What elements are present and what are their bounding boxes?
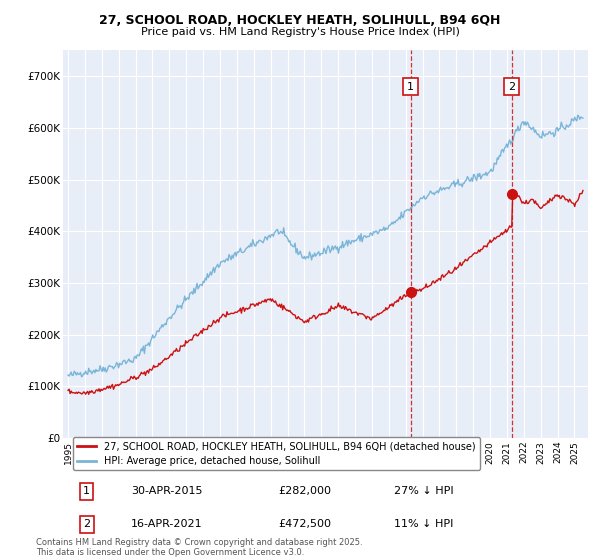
HPI: Average price, detached house, Solihull: (2.01e+03, 4e+05): Average price, detached house, Solihull:… [372, 228, 379, 235]
HPI: Average price, detached house, Solihull: (2.02e+03, 6.18e+05): Average price, detached house, Solihull:… [568, 115, 575, 122]
Text: £472,500: £472,500 [278, 520, 331, 529]
HPI: Average price, detached house, Solihull: (2.01e+03, 3.72e+05): Average price, detached house, Solihull:… [344, 242, 351, 249]
27, SCHOOL ROAD, HOCKLEY HEATH, SOLIHULL, B94 6QH (detached house) [310, 312, 317, 319]
27, SCHOOL ROAD, HOCKLEY HEATH, SOLIHULL, B94 6QH (detached house) [580, 187, 587, 194]
Text: 27, SCHOOL ROAD, HOCKLEY HEATH, SOLIHULL, B94 6QH: 27, SCHOOL ROAD, HOCKLEY HEATH, SOLIHULL… [100, 14, 500, 27]
27, SCHOOL ROAD, HOCKLEY HEATH, SOLIHULL, B94 6QH (detached house) [64, 387, 71, 394]
27, SCHOOL ROAD, HOCKLEY HEATH, SOLIHULL, B94 6QH (detached house) [488, 239, 495, 246]
27, SCHOOL ROAD, HOCKLEY HEATH, SOLIHULL, B94 6QH (detached house) [568, 199, 575, 206]
Text: Contains HM Land Registry data © Crown copyright and database right 2025.
This d: Contains HM Land Registry data © Crown c… [36, 538, 362, 557]
HPI: Average price, detached house, Solihull: (2.01e+03, 3.55e+05): Average price, detached house, Solihull:… [313, 251, 320, 258]
Text: £282,000: £282,000 [278, 486, 331, 496]
Text: 11% ↓ HPI: 11% ↓ HPI [394, 520, 453, 529]
Legend: 27, SCHOOL ROAD, HOCKLEY HEATH, SOLIHULL, B94 6QH (detached house), HPI: Average: 27, SCHOOL ROAD, HOCKLEY HEATH, SOLIHULL… [73, 437, 480, 470]
HPI: Average price, detached house, Solihull: (2e+03, 1.22e+05): Average price, detached house, Solihull:… [64, 372, 71, 379]
Text: 30-APR-2015: 30-APR-2015 [131, 486, 203, 496]
HPI: Average price, detached house, Solihull: (2e+03, 1.19e+05): Average price, detached house, Solihull:… [78, 374, 85, 380]
27, SCHOOL ROAD, HOCKLEY HEATH, SOLIHULL, B94 6QH (detached house) [344, 307, 351, 314]
Text: 2: 2 [508, 82, 515, 92]
Line: HPI: Average price, detached house, Solihull: HPI: Average price, detached house, Soli… [68, 115, 583, 377]
Text: 2: 2 [83, 520, 90, 529]
Text: 1: 1 [407, 82, 414, 92]
27, SCHOOL ROAD, HOCKLEY HEATH, SOLIHULL, B94 6QH (detached house) [372, 313, 379, 320]
HPI: Average price, detached house, Solihull: (2.03e+03, 6.24e+05): Average price, detached house, Solihull:… [574, 112, 581, 119]
Text: 16-APR-2021: 16-APR-2021 [131, 520, 203, 529]
Line: 27, SCHOOL ROAD, HOCKLEY HEATH, SOLIHULL, B94 6QH (detached house): 27, SCHOOL ROAD, HOCKLEY HEATH, SOLIHULL… [68, 190, 583, 394]
Text: 27% ↓ HPI: 27% ↓ HPI [394, 486, 454, 496]
Text: 1: 1 [83, 486, 90, 496]
Text: Price paid vs. HM Land Registry's House Price Index (HPI): Price paid vs. HM Land Registry's House … [140, 27, 460, 37]
27, SCHOOL ROAD, HOCKLEY HEATH, SOLIHULL, B94 6QH (detached house) [85, 391, 92, 398]
27, SCHOOL ROAD, HOCKLEY HEATH, SOLIHULL, B94 6QH (detached house) [313, 314, 320, 321]
HPI: Average price, detached house, Solihull: (2.01e+03, 3.51e+05): Average price, detached house, Solihull:… [310, 253, 317, 260]
HPI: Average price, detached house, Solihull: (2.02e+03, 5.2e+05): Average price, detached house, Solihull:… [488, 166, 495, 172]
HPI: Average price, detached house, Solihull: (2.03e+03, 6.19e+05): Average price, detached house, Solihull:… [580, 115, 587, 122]
